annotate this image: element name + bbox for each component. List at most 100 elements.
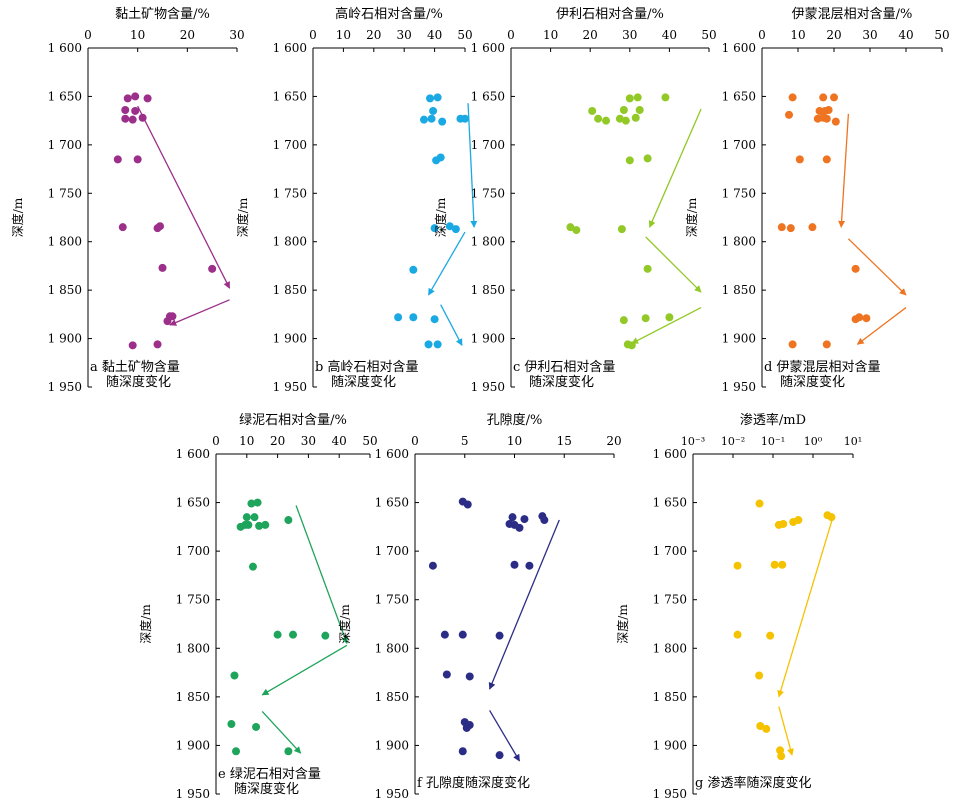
data-point bbox=[227, 720, 236, 729]
data-point bbox=[661, 93, 670, 102]
trend-arrow bbox=[427, 231, 466, 296]
data-point bbox=[462, 723, 471, 732]
data-point bbox=[851, 315, 860, 324]
data-point bbox=[252, 722, 261, 731]
x-tick-label: 20 bbox=[366, 28, 381, 42]
data-point bbox=[795, 155, 804, 164]
data-point bbox=[831, 117, 840, 126]
y-tick-label: 1 900 bbox=[48, 332, 82, 346]
y-tick-label: 1 900 bbox=[722, 332, 756, 346]
data-point bbox=[635, 105, 644, 114]
y-tick-label: 1 950 bbox=[471, 380, 505, 394]
data-point bbox=[755, 499, 764, 508]
data-point bbox=[289, 630, 297, 639]
y-tick-label: 1 800 bbox=[722, 235, 756, 249]
data-point bbox=[284, 516, 293, 525]
data-point bbox=[788, 93, 797, 102]
data-point bbox=[808, 223, 817, 232]
y-tick-label: 1 900 bbox=[375, 738, 409, 752]
data-point bbox=[510, 560, 519, 569]
y-tick-label: 1 900 bbox=[471, 332, 505, 346]
data-point bbox=[778, 560, 787, 569]
data-point bbox=[250, 513, 259, 522]
trend-arrow bbox=[856, 307, 907, 345]
panel-g: 渗透率/mD 10⁻³ 10⁻² 10⁻¹ 10⁰ 10¹ 1 600 1 650 1 700 1… bbox=[615, 412, 862, 801]
y-tick-label: 1 750 bbox=[273, 186, 307, 200]
data-point bbox=[458, 747, 467, 756]
y-tick-label: 1 650 bbox=[176, 496, 210, 510]
trend-arrow bbox=[838, 113, 850, 228]
data-point bbox=[779, 519, 788, 528]
x-tick-label: 0 bbox=[758, 28, 766, 42]
data-point bbox=[430, 224, 439, 233]
y-tick-label: 1 700 bbox=[471, 138, 505, 152]
y-tick-label: 1 950 bbox=[176, 787, 210, 801]
data-point bbox=[770, 560, 779, 569]
data-point bbox=[123, 94, 132, 103]
y-tick-label: 1 600 bbox=[273, 41, 307, 55]
y-tick-label: 1 650 bbox=[273, 89, 307, 103]
x-tick-label: 50 bbox=[457, 28, 472, 42]
y-tick-label: 1 750 bbox=[471, 186, 505, 200]
y-tick-label: 1 600 bbox=[176, 447, 210, 461]
chart-title: 渗透率/mD bbox=[740, 412, 806, 428]
y-tick-label: 1 800 bbox=[176, 641, 210, 655]
data-point bbox=[409, 313, 418, 322]
data-point bbox=[594, 114, 603, 123]
x-tick-label: 10 bbox=[336, 28, 351, 42]
y-axis-label: 深度/m bbox=[615, 604, 630, 644]
data-point bbox=[520, 515, 529, 524]
data-point bbox=[625, 156, 634, 165]
data-point bbox=[862, 314, 871, 323]
data-point bbox=[785, 110, 793, 119]
x-tick-label: 30 bbox=[301, 434, 316, 448]
y-tick-label: 1 600 bbox=[653, 447, 687, 461]
data-point bbox=[153, 340, 162, 349]
trend-arrow bbox=[777, 515, 834, 698]
panel-caption: g 渗透率随深度变化 bbox=[695, 775, 811, 791]
y-tick-label: 1 700 bbox=[273, 138, 307, 152]
x-tick-label: 10⁰ bbox=[804, 435, 823, 448]
data-point bbox=[602, 116, 611, 125]
y-axis-label: 深度/m bbox=[10, 197, 25, 237]
trend-arrow bbox=[261, 644, 348, 696]
y-tick-label: 1 650 bbox=[48, 89, 82, 103]
x-tick-label: 0 bbox=[84, 28, 92, 42]
y-tick-label: 1 700 bbox=[375, 544, 409, 558]
data-point bbox=[588, 106, 597, 115]
y-axis-label: 深度/m bbox=[684, 197, 699, 237]
x-tick-label: 10 bbox=[790, 28, 805, 42]
data-point bbox=[247, 499, 256, 508]
data-point bbox=[631, 113, 640, 122]
data-point bbox=[208, 264, 217, 273]
data-point bbox=[394, 313, 403, 322]
data-point bbox=[433, 93, 442, 102]
chart-title: 黏土矿物含量/% bbox=[115, 6, 210, 22]
y-tick-label: 1 850 bbox=[722, 283, 756, 297]
trend-arrow bbox=[295, 505, 349, 645]
data-point bbox=[428, 561, 437, 570]
y-axis-label: 深度/m bbox=[433, 197, 448, 237]
data-point bbox=[851, 264, 860, 273]
x-tick-label: 50 bbox=[701, 28, 716, 42]
x-tick-label: 50 bbox=[934, 28, 949, 42]
data-point bbox=[424, 340, 433, 349]
y-tick-label: 1 900 bbox=[653, 738, 687, 752]
data-point bbox=[827, 513, 836, 522]
x-tick-label: 20 bbox=[606, 434, 621, 448]
y-tick-label: 1 900 bbox=[273, 332, 307, 346]
y-tick-label: 1 700 bbox=[48, 138, 82, 152]
data-point bbox=[158, 263, 167, 272]
y-tick-label: 1 900 bbox=[176, 738, 210, 752]
data-point bbox=[786, 224, 795, 233]
data-point bbox=[794, 516, 803, 525]
data-point bbox=[163, 317, 172, 326]
x-tick-label: 20 bbox=[180, 28, 195, 42]
data-point bbox=[788, 340, 797, 349]
x-tick-label: 10⁻³ bbox=[681, 435, 705, 448]
data-point bbox=[463, 500, 472, 509]
x-tick-label: 30 bbox=[397, 28, 412, 42]
data-point bbox=[822, 155, 831, 164]
panel-caption: f 孔隙度随深度变化 bbox=[417, 775, 530, 791]
